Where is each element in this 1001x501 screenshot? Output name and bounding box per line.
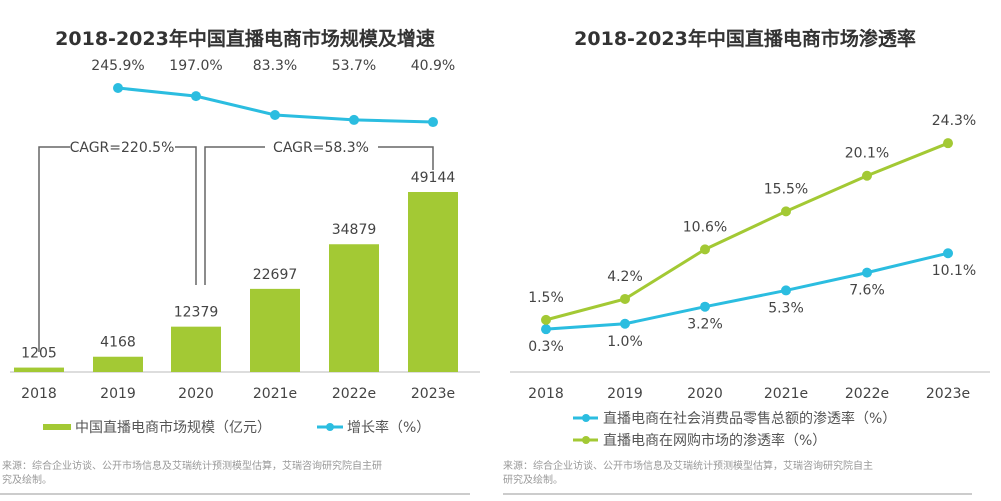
point-label: 4.2% xyxy=(607,269,643,285)
bar-label: 12379 xyxy=(174,305,219,321)
x-tick-label: 2021e xyxy=(253,386,297,402)
legend-label: 直播电商在网购市场的渗透率（%） xyxy=(603,432,826,449)
legend-line-marker xyxy=(582,436,590,444)
source-note: 来源：综合企业访谈、公开市场信息及艾瑞统计预测模型估算，艾瑞咨询研究院自主研 xyxy=(2,459,382,472)
series-point xyxy=(541,314,551,325)
growth-label: 245.9% xyxy=(91,58,144,74)
point-label: 1.5% xyxy=(528,290,564,306)
legend-label: 直播电商在社会消费品零售总额的渗透率（%） xyxy=(603,410,896,427)
point-label: 10.1% xyxy=(932,263,976,279)
x-tick-label: 2019 xyxy=(100,386,136,402)
point-label: 0.3% xyxy=(528,339,564,355)
x-tick-label: 2018 xyxy=(21,386,57,402)
cagr-label: CAGR=220.5% xyxy=(70,140,175,156)
series-point xyxy=(700,244,710,255)
growth-point-2020 xyxy=(191,91,201,102)
source-note: 究及绘制。 xyxy=(2,473,52,486)
x-tick-label: 2021e xyxy=(764,386,808,402)
x-tick-label: 2023e xyxy=(926,386,970,402)
x-tick-label: 2022e xyxy=(332,386,376,402)
chart-title-right: 2018-2023年中国直播电商市场渗透率 xyxy=(574,27,916,50)
growth-point-2019 xyxy=(113,83,123,93)
legend-line-marker xyxy=(326,423,334,431)
series-point xyxy=(862,267,872,278)
growth-label: 40.9% xyxy=(411,58,455,74)
bar-label: 1205 xyxy=(21,346,57,362)
x-tick-label: 2018 xyxy=(528,386,564,402)
point-label: 3.2% xyxy=(687,317,723,333)
series-point xyxy=(781,285,791,296)
legend-bar-swatch xyxy=(43,424,71,430)
legend-line-marker xyxy=(582,414,590,422)
growth-label: 197.0% xyxy=(169,58,222,74)
growth-label: 53.7% xyxy=(332,58,376,74)
legend-label: 中国直播电商市场规模（亿元） xyxy=(75,419,271,436)
bar-label: 49144 xyxy=(411,170,456,186)
point-label: 20.1% xyxy=(845,146,889,162)
x-tick-label: 2019 xyxy=(607,386,643,402)
series-point xyxy=(700,301,710,312)
point-label: 10.6% xyxy=(683,219,727,235)
bar-label: 22697 xyxy=(253,267,298,283)
series-point xyxy=(943,248,953,259)
bar-2021e xyxy=(250,288,300,372)
point-label: 5.3% xyxy=(768,300,804,316)
growth-label: 83.3% xyxy=(253,58,297,74)
bar-2018 xyxy=(14,367,64,372)
series-line-0 xyxy=(545,251,949,331)
series-point xyxy=(862,170,872,181)
growth-point-2021e xyxy=(270,109,280,120)
series-point xyxy=(620,318,630,329)
series-point xyxy=(620,293,630,304)
cagr-label: CAGR=58.3% xyxy=(273,140,369,156)
x-tick-label: 2020 xyxy=(687,386,723,402)
series-line-1 xyxy=(545,141,949,322)
bar-label: 34879 xyxy=(332,222,377,238)
x-tick-label: 2022e xyxy=(845,386,889,402)
series-point xyxy=(781,206,791,217)
growth-point-2022e xyxy=(349,114,359,125)
series-point xyxy=(541,324,551,335)
bar-2019 xyxy=(93,356,143,372)
cagr-bracket-2 xyxy=(204,146,265,285)
bar-2023e xyxy=(408,192,458,372)
series-point xyxy=(943,138,953,149)
bar-2020 xyxy=(171,326,221,372)
point-label: 15.5% xyxy=(764,181,808,197)
point-label: 24.3% xyxy=(932,113,976,129)
point-label: 7.6% xyxy=(849,283,885,299)
chart-title-left: 2018-2023年中国直播电商市场规模及增速 xyxy=(55,27,435,50)
x-tick-label: 2020 xyxy=(178,386,214,402)
cagr-bracket-1 xyxy=(175,146,197,285)
source-note: 来源：综合企业访谈、公开市场信息及艾瑞统计预测模型估算，艾瑞咨询研究院自主 xyxy=(503,459,873,472)
cagr-bracket-1 xyxy=(38,146,70,352)
cagr-bracket-2 xyxy=(378,146,434,170)
x-tick-label: 2023e xyxy=(411,386,455,402)
point-label: 1.0% xyxy=(607,334,643,350)
source-note: 研究及绘制。 xyxy=(503,473,563,486)
bar-label: 4168 xyxy=(100,335,136,351)
legend-label: 增长率（%） xyxy=(347,419,430,436)
growth-point-2023e xyxy=(428,117,438,128)
bar-2022e xyxy=(329,244,379,372)
